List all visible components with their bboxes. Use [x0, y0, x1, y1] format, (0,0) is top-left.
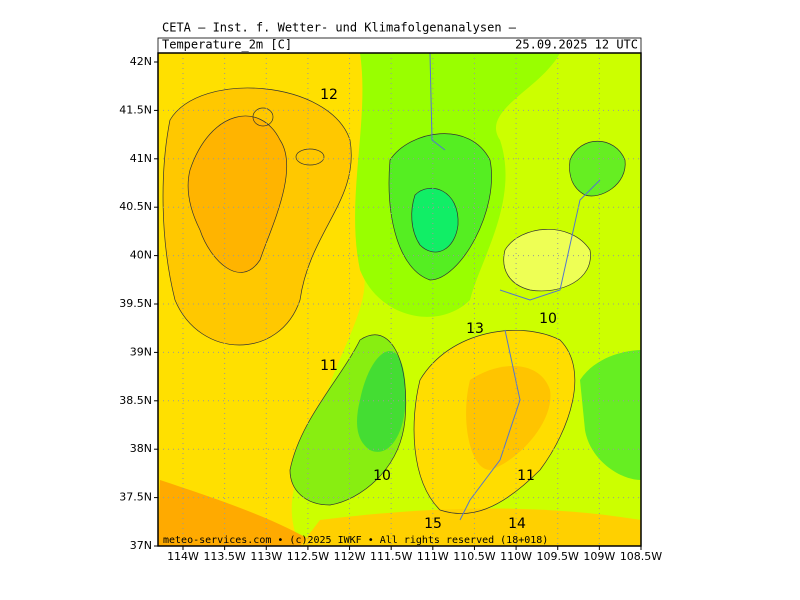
contour-label: 12	[320, 87, 338, 103]
lat-label: 38N	[130, 442, 152, 455]
lon-label: 111W	[417, 550, 449, 563]
lon-label: 110W	[500, 550, 532, 563]
lon-label: 111.5W	[370, 550, 412, 563]
lat-label: 37.5N	[119, 491, 152, 504]
lat-label: 40.5N	[119, 200, 152, 213]
lat-label: 42N	[130, 55, 152, 68]
lon-label: 108.5W	[620, 550, 662, 563]
contour-label: 11	[320, 358, 338, 374]
graticule	[154, 53, 642, 550]
lon-label: 113.5W	[203, 550, 245, 563]
lon-label: 109.5W	[537, 550, 579, 563]
lat-label: 41N	[130, 152, 152, 165]
contour-label: 14	[508, 516, 526, 532]
lon-label: 113W	[250, 550, 282, 563]
lat-label: 39.5N	[119, 297, 152, 310]
contour-label: 11	[517, 468, 535, 484]
contour-label: 13	[466, 321, 484, 337]
title: CETA — Inst. f. Wetter- und Klimafolgena…	[162, 21, 517, 35]
lon-label: 112W	[334, 550, 366, 563]
lat-label: 37N	[130, 539, 152, 552]
valid-time: 25.09.2025 12 UTC	[515, 38, 638, 52]
lon-label: 109W	[583, 550, 615, 563]
lat-label: 40N	[130, 249, 152, 262]
contour-label: 10	[373, 468, 391, 484]
credit: meteo-services.com • (c)2025 IWKF • All …	[163, 535, 548, 546]
lat-label: 39N	[130, 345, 152, 358]
lon-label: 112.5W	[287, 550, 329, 563]
temperature-field	[158, 53, 641, 546]
lat-label: 38.5N	[119, 394, 152, 407]
lat-label: 41.5N	[119, 103, 152, 116]
plot-frame	[157, 52, 642, 547]
contour-label: 15	[424, 516, 442, 532]
lon-label: 114W	[167, 550, 199, 563]
lon-label: 110.5W	[453, 550, 495, 563]
field-label: Temperature_2m [C]	[162, 38, 292, 52]
contour-label: 10	[539, 311, 557, 327]
